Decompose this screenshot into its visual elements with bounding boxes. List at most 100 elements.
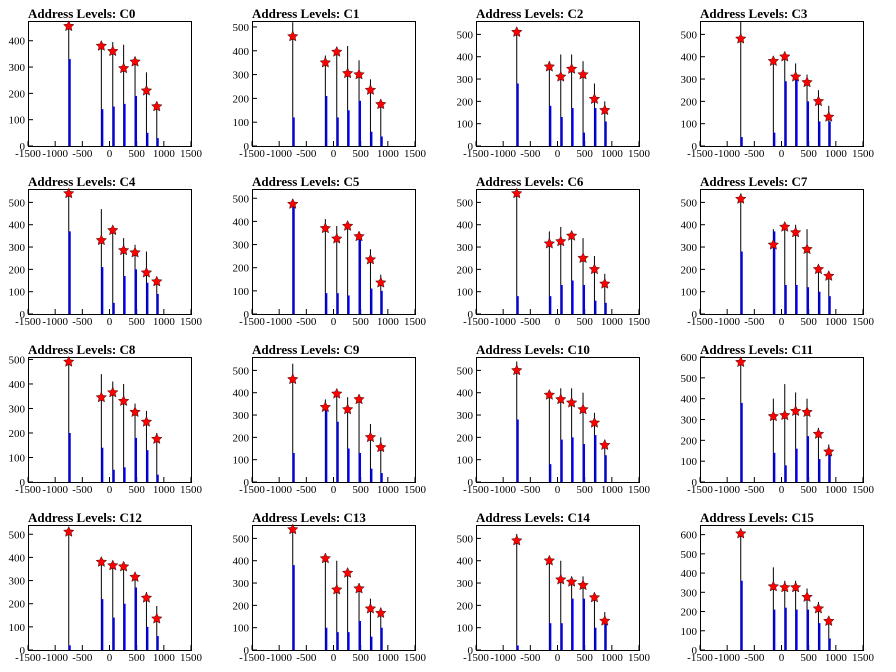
plot-frame [28,21,192,147]
peak-marker-star [107,386,119,398]
histogram-svg: Address Levels: C0 0 100 200 300 400 -1500 -100… [9,6,203,160]
x-tick-label: -1500 [15,652,41,664]
plot-frame [476,21,640,147]
y-tick-label: 300 [457,74,474,86]
plot-frame [252,357,416,483]
y-tick-label: 100 [233,286,250,298]
y-tick-label: 100 [457,119,474,131]
peak-marker-star [588,416,601,428]
x-tick-label: -1500 [15,484,41,496]
y-tick-label: 300 [681,587,698,599]
histogram-panel: Address Levels: C7 0 100 200 300 400 500 -1500-… [672,168,896,336]
y-tick-label: 0 [692,309,698,321]
x-tick-label: 1000 [601,484,624,496]
y-tick-label: 500 [681,549,698,561]
y-tick-label: 0 [20,477,26,489]
y-tick-label: 200 [9,599,26,611]
histogram-svg: Address Levels: C14 0 100 200 300 400 500 -1500… [457,510,651,664]
peak-marker-star [767,410,780,422]
histogram-svg: Address Levels: C90100200300400500-1500-… [233,342,427,496]
plot-frame [700,189,864,315]
x-tick-label: 1000 [153,148,176,160]
peak-marker-star [63,20,75,32]
y-tick-label: 100 [681,456,698,468]
x-tick-label: -1000 [714,148,740,160]
chart-title: Address Levels: C10 [476,342,590,357]
x-tick-label: 0 [107,484,113,496]
x-tick-label: -1000 [266,316,292,328]
y-tick-label: 0 [20,645,26,657]
y-tick-label: 400 [681,52,698,64]
plot-frame [28,357,192,483]
x-tick-label: 1500 [852,652,875,664]
x-tick-label: 1000 [377,316,400,328]
x-tick-label: 1500 [852,316,875,328]
peak-marker-star [375,607,387,619]
peak-marker-star [823,270,835,281]
y-tick-label: 300 [457,578,474,590]
x-tick-label: -1500 [687,652,713,664]
y-tick-label: 200 [457,432,474,444]
y-tick-label: 100 [9,115,26,127]
y-tick-label: 300 [233,240,250,252]
y-tick-label: 200 [681,264,698,276]
chart-title: Address Levels: C5 [252,174,360,189]
y-tick-label: 500 [233,193,250,205]
x-tick-label: 1000 [825,148,848,160]
histogram-panel: Address Levels: C10 0 100 200 300 400 500 -1500… [448,336,672,504]
x-tick-label: 0 [331,316,337,328]
histogram-svg: Address Levels: C13 0 100 200 300 400 500 -1500… [233,510,427,664]
x-tick-label: -1000 [42,484,68,496]
x-tick-label: 1500 [404,652,427,664]
plot-frame [700,357,864,483]
y-tick-label: 200 [9,264,26,276]
peak-marker-star [555,70,567,82]
x-tick-label: 500 [576,148,593,160]
x-tick-label: -500 [520,652,541,664]
x-tick-label: 1500 [180,148,203,160]
y-tick-label: 400 [233,216,250,228]
x-tick-label: 1500 [180,652,203,664]
y-tick-label: 200 [681,96,698,108]
x-tick-label: -1000 [42,316,68,328]
x-tick-label: -500 [520,316,541,328]
histogram-svg: Address Levels: C15 0 100 200 300 400 500 600 -1… [681,510,875,664]
peak-marker-star [577,252,589,264]
peak-marker-star [555,235,567,247]
peak-marker-star [577,68,589,80]
plot-frame [252,21,416,147]
peak-marker-star [63,187,75,199]
x-tick-label: -1500 [687,484,713,496]
y-tick-label: 400 [9,379,26,391]
x-tick-label: 1000 [825,316,848,328]
x-tick-label: -1000 [42,652,68,664]
peak-marker-star [543,388,556,400]
y-tick-label: 200 [233,432,250,444]
histogram-svg: Address Levels: C12 0 100 200 300 400 500 -1500… [9,510,203,664]
peak-marker-star [565,229,578,241]
y-tick-label: 200 [9,88,26,100]
y-tick-label: 300 [681,74,698,86]
x-tick-label: 1000 [601,652,624,664]
peak-marker-star [331,232,343,244]
peak-marker-star [353,230,365,242]
x-tick-label: -1500 [15,148,41,160]
histogram-svg: Address Levels: C80100200300400500-1500-… [9,342,203,496]
histogram-panel: Address Levels: C8 0 100 200 300 400 500 -1500-… [0,336,224,504]
y-tick-label: 0 [244,141,250,153]
peak-marker-star [789,70,802,82]
y-tick-label: 400 [9,220,26,232]
x-tick-label: 500 [576,484,593,496]
peak-marker-star [117,395,130,406]
y-tick-label: 500 [9,197,26,209]
y-tick-label: 300 [681,242,698,254]
y-tick-label: 100 [233,623,250,635]
y-tick-label: 600 [681,530,698,542]
x-tick-label: 1000 [153,316,176,328]
x-tick-label: -500 [744,316,765,328]
peak-marker-star [95,556,108,567]
peak-marker-star [341,403,354,415]
y-tick-label: 300 [9,62,26,74]
chart-title: Address Levels: C3 [700,6,808,21]
peak-marker-star [543,237,556,249]
